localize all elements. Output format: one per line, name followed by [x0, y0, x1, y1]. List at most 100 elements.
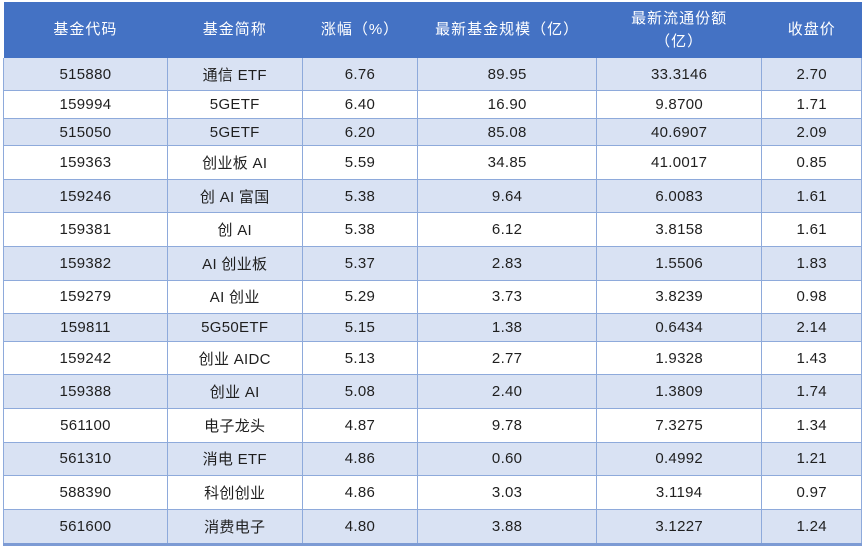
- cell-fund-name: 创业 AI: [166, 374, 303, 409]
- header-fund-name: 基金简称: [167, 2, 303, 58]
- cell-circulating-shares: 1.9328: [595, 340, 763, 376]
- table-row: 561310 消电 ETF 4.86 0.60 0.4992 1.21: [3, 441, 862, 477]
- cell-close-price: 1.61: [761, 212, 862, 248]
- cell-circulating-shares: 0.6434: [595, 313, 763, 342]
- cell-change-percent: 5.08: [301, 374, 419, 409]
- cell-fund-scale: 2.83: [417, 246, 597, 281]
- cell-close-price: 1.24: [761, 508, 862, 546]
- cell-circulating-shares: 33.3146: [595, 58, 763, 92]
- cell-change-percent: 4.86: [301, 475, 419, 510]
- table-row: 159381 创 AI 5.38 6.12 3.8158 1.61: [3, 212, 862, 248]
- table-row: 159994 5GETF 6.40 16.90 9.8700 1.71: [3, 90, 862, 119]
- cell-circulating-shares: 41.0017: [595, 145, 763, 180]
- cell-fund-code: 588390: [3, 475, 168, 510]
- cell-fund-code: 159811: [3, 313, 168, 342]
- cell-fund-scale: 85.08: [417, 117, 597, 147]
- cell-fund-code: 159381: [3, 212, 168, 248]
- cell-fund-code: 515880: [3, 58, 168, 92]
- cell-fund-code: 159246: [3, 178, 168, 214]
- cell-fund-scale: 9.64: [417, 178, 597, 214]
- cell-circulating-shares: 3.8239: [595, 279, 763, 315]
- table-row: 588390 科创创业 4.86 3.03 3.1194 0.97: [3, 475, 862, 510]
- cell-change-percent: 5.38: [301, 212, 419, 248]
- cell-fund-scale: 1.38: [417, 313, 597, 342]
- header-row: 基金代码 基金简称 涨幅（%） 最新基金规模（亿） 最新流通份额 （亿） 收盘价: [3, 2, 862, 58]
- cell-fund-name: AI 创业板: [166, 246, 303, 281]
- cell-fund-code: 159279: [3, 279, 168, 315]
- header-change-percent: 涨幅（%）: [302, 2, 418, 58]
- cell-fund-name: 5G50ETF: [166, 313, 303, 342]
- cell-change-percent: 4.86: [301, 441, 419, 477]
- cell-change-percent: 5.29: [301, 279, 419, 315]
- cell-fund-code: 159363: [3, 145, 168, 180]
- cell-change-percent: 6.20: [301, 117, 419, 147]
- header-fund-code: 基金代码: [3, 2, 168, 58]
- table-row: 159388 创业 AI 5.08 2.40 1.3809 1.74: [3, 374, 862, 409]
- table-row: 159811 5G50ETF 5.15 1.38 0.6434 2.14: [3, 313, 862, 342]
- table-row: 515050 5GETF 6.20 85.08 40.6907 2.09: [3, 117, 862, 147]
- cell-fund-code: 159994: [3, 90, 168, 119]
- cell-close-price: 0.98: [761, 279, 862, 315]
- cell-change-percent: 5.38: [301, 178, 419, 214]
- cell-fund-scale: 3.73: [417, 279, 597, 315]
- cell-circulating-shares: 3.1194: [595, 475, 763, 510]
- cell-fund-name: AI 创业: [166, 279, 303, 315]
- cell-fund-name: 创 AI: [166, 212, 303, 248]
- table-row: 561600 消费电子 4.80 3.88 3.1227 1.24: [3, 508, 862, 546]
- cell-close-price: 2.09: [761, 117, 862, 147]
- cell-fund-name: 创业 AIDC: [166, 340, 303, 376]
- cell-fund-scale: 34.85: [417, 145, 597, 180]
- cell-close-price: 1.83: [761, 246, 862, 281]
- cell-change-percent: 5.59: [301, 145, 419, 180]
- cell-change-percent: 5.13: [301, 340, 419, 376]
- table-row: 159279 AI 创业 5.29 3.73 3.8239 0.98: [3, 279, 862, 315]
- cell-fund-scale: 2.40: [417, 374, 597, 409]
- cell-circulating-shares: 1.5506: [595, 246, 763, 281]
- cell-fund-code: 159242: [3, 340, 168, 376]
- header-circulating-shares: 最新流通份额 （亿）: [596, 2, 762, 58]
- cell-close-price: 0.97: [761, 475, 862, 510]
- cell-circulating-shares: 3.8158: [595, 212, 763, 248]
- cell-fund-code: 561310: [3, 441, 168, 477]
- table-row: 159242 创业 AIDC 5.13 2.77 1.9328 1.43: [3, 340, 862, 376]
- cell-fund-name: 科创创业: [166, 475, 303, 510]
- cell-circulating-shares: 1.3809: [595, 374, 763, 409]
- fund-table: 基金代码 基金简称 涨幅（%） 最新基金规模（亿） 最新流通份额 （亿） 收盘价…: [3, 2, 862, 546]
- cell-fund-name: 消电 ETF: [166, 441, 303, 477]
- cell-fund-scale: 2.77: [417, 340, 597, 376]
- cell-close-price: 1.43: [761, 340, 862, 376]
- cell-fund-scale: 9.78: [417, 407, 597, 443]
- cell-circulating-shares: 3.1227: [595, 508, 763, 546]
- cell-fund-code: 159388: [3, 374, 168, 409]
- header-close-price: 收盘价: [761, 2, 862, 58]
- cell-change-percent: 4.80: [301, 508, 419, 546]
- cell-fund-code: 515050: [3, 117, 168, 147]
- cell-fund-scale: 6.12: [417, 212, 597, 248]
- table-row: 159246 创 AI 富国 5.38 9.64 6.0083 1.61: [3, 178, 862, 214]
- cell-close-price: 1.71: [761, 90, 862, 119]
- cell-fund-name: 5GETF: [166, 117, 303, 147]
- cell-fund-code: 561100: [3, 407, 168, 443]
- cell-close-price: 1.61: [761, 178, 862, 214]
- cell-close-price: 1.34: [761, 407, 862, 443]
- cell-circulating-shares: 6.0083: [595, 178, 763, 214]
- table-row: 561100 电子龙头 4.87 9.78 7.3275 1.34: [3, 407, 862, 443]
- cell-fund-code: 159382: [3, 246, 168, 281]
- cell-fund-name: 5GETF: [166, 90, 303, 119]
- cell-fund-scale: 89.95: [417, 58, 597, 92]
- cell-fund-name: 消费电子: [166, 508, 303, 546]
- cell-fund-name: 通信 ETF: [166, 58, 303, 92]
- cell-circulating-shares: 0.4992: [595, 441, 763, 477]
- table-header: 基金代码 基金简称 涨幅（%） 最新基金规模（亿） 最新流通份额 （亿） 收盘价: [3, 2, 862, 58]
- cell-fund-scale: 16.90: [417, 90, 597, 119]
- cell-circulating-shares: 9.8700: [595, 90, 763, 119]
- table-row: 159382 AI 创业板 5.37 2.83 1.5506 1.83: [3, 246, 862, 281]
- cell-fund-scale: 0.60: [417, 441, 597, 477]
- cell-fund-name: 创业板 AI: [166, 145, 303, 180]
- cell-fund-name: 电子龙头: [166, 407, 303, 443]
- cell-change-percent: 6.76: [301, 58, 419, 92]
- cell-close-price: 2.14: [761, 313, 862, 342]
- cell-change-percent: 6.40: [301, 90, 419, 119]
- table-row: 515880 通信 ETF 6.76 89.95 33.3146 2.70: [3, 58, 862, 92]
- cell-close-price: 2.70: [761, 58, 862, 92]
